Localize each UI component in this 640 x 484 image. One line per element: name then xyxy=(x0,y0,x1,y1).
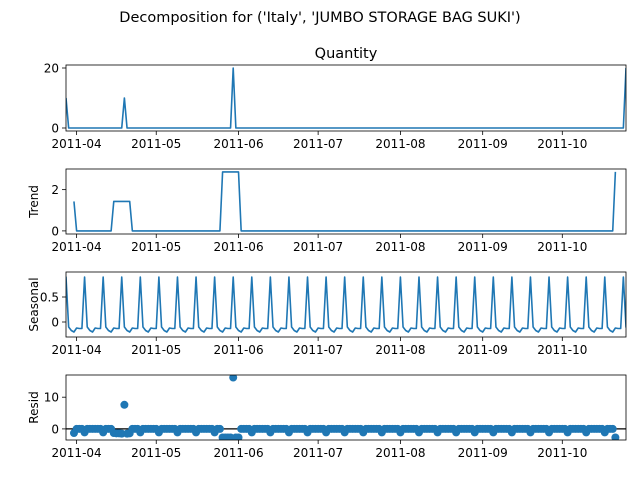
panel-series xyxy=(73,171,617,232)
y-axis-label: Trend xyxy=(27,185,41,219)
y-tick-label: 0 xyxy=(51,122,59,136)
y-tick-label: 2 xyxy=(51,183,59,197)
x-tick-label: 2011-05 xyxy=(131,343,181,357)
panel-frame xyxy=(65,374,627,441)
series-line xyxy=(73,171,617,232)
figure-suptitle: Decomposition for ('Italy', 'JUMBO STORA… xyxy=(119,10,520,26)
y-axis-label: Resid xyxy=(27,391,41,423)
y-tick-label: 10 xyxy=(44,391,59,405)
x-tick-label: 2011-09 xyxy=(458,343,508,357)
resid-point xyxy=(608,424,617,433)
x-tick-label: 2011-09 xyxy=(458,446,508,460)
x-tick-label: 2011-07 xyxy=(293,446,343,460)
panel-frame xyxy=(65,271,627,338)
resid-point xyxy=(234,433,243,440)
panel-3: Seasonal 0 0.5 2011-04 2011-05 2011-06 2011-07… xyxy=(27,271,627,357)
x-tick-label: 2011-07 xyxy=(293,240,343,254)
resid-point xyxy=(120,400,129,409)
x-tick-label: 2011-08 xyxy=(375,137,425,151)
x-tick-label: 2011-10 xyxy=(537,343,587,357)
panel-4: Resid 0 10 2011-04 2011-05 2011-06 2011-07 2011… xyxy=(27,374,627,460)
y-tick-label: 20 xyxy=(44,62,59,76)
resid-point xyxy=(229,375,238,382)
x-tick-label: 2011-04 xyxy=(52,343,102,357)
x-tick-label: 2011-04 xyxy=(52,240,102,254)
x-tick-label: 2011-08 xyxy=(375,446,425,460)
x-tick-label: 2011-07 xyxy=(293,137,343,151)
panel-title: Quantity xyxy=(315,46,378,62)
y-tick-label: 0 xyxy=(51,316,59,330)
x-tick-label: 2011-09 xyxy=(458,240,508,254)
panel-frame xyxy=(65,168,627,235)
y-axis-label: Seasonal xyxy=(27,277,41,331)
x-tick-label: 2011-06 xyxy=(213,137,263,151)
x-tick-label: 2011-09 xyxy=(458,137,508,151)
series-line xyxy=(66,276,626,333)
x-tick-label: 2011-04 xyxy=(52,137,102,151)
resid-point xyxy=(215,424,224,433)
x-tick-label: 2011-08 xyxy=(375,240,425,254)
series-line xyxy=(66,67,626,129)
x-tick-label: 2011-07 xyxy=(293,343,343,357)
panel-2: Trend 0 2 2011-04 2011-05 2011-06 2011-07 2011-… xyxy=(27,168,627,254)
x-tick-label: 2011-06 xyxy=(213,446,263,460)
resid-point xyxy=(611,433,620,440)
x-tick-label: 2011-06 xyxy=(213,343,263,357)
x-tick-label: 2011-10 xyxy=(537,240,587,254)
x-tick-label: 2011-10 xyxy=(537,137,587,151)
x-tick-label: 2011-10 xyxy=(537,446,587,460)
y-tick-label: 0 xyxy=(51,224,59,238)
panel-series xyxy=(66,375,626,440)
y-tick-label: 0.5 xyxy=(40,291,59,305)
x-tick-label: 2011-06 xyxy=(213,240,263,254)
panel-series xyxy=(66,276,626,333)
y-tick-label: 0 xyxy=(51,422,59,436)
x-tick-label: 2011-05 xyxy=(131,137,181,151)
x-tick-label: 2011-04 xyxy=(52,446,102,460)
panel-frame xyxy=(65,64,627,132)
x-tick-label: 2011-05 xyxy=(131,240,181,254)
panel-1: Quantity 0 20 2011-04 2011-05 2011-06 2011-07 2… xyxy=(44,46,627,151)
x-tick-label: 2011-08 xyxy=(375,343,425,357)
panel-series xyxy=(66,67,626,129)
x-tick-label: 2011-05 xyxy=(131,446,181,460)
